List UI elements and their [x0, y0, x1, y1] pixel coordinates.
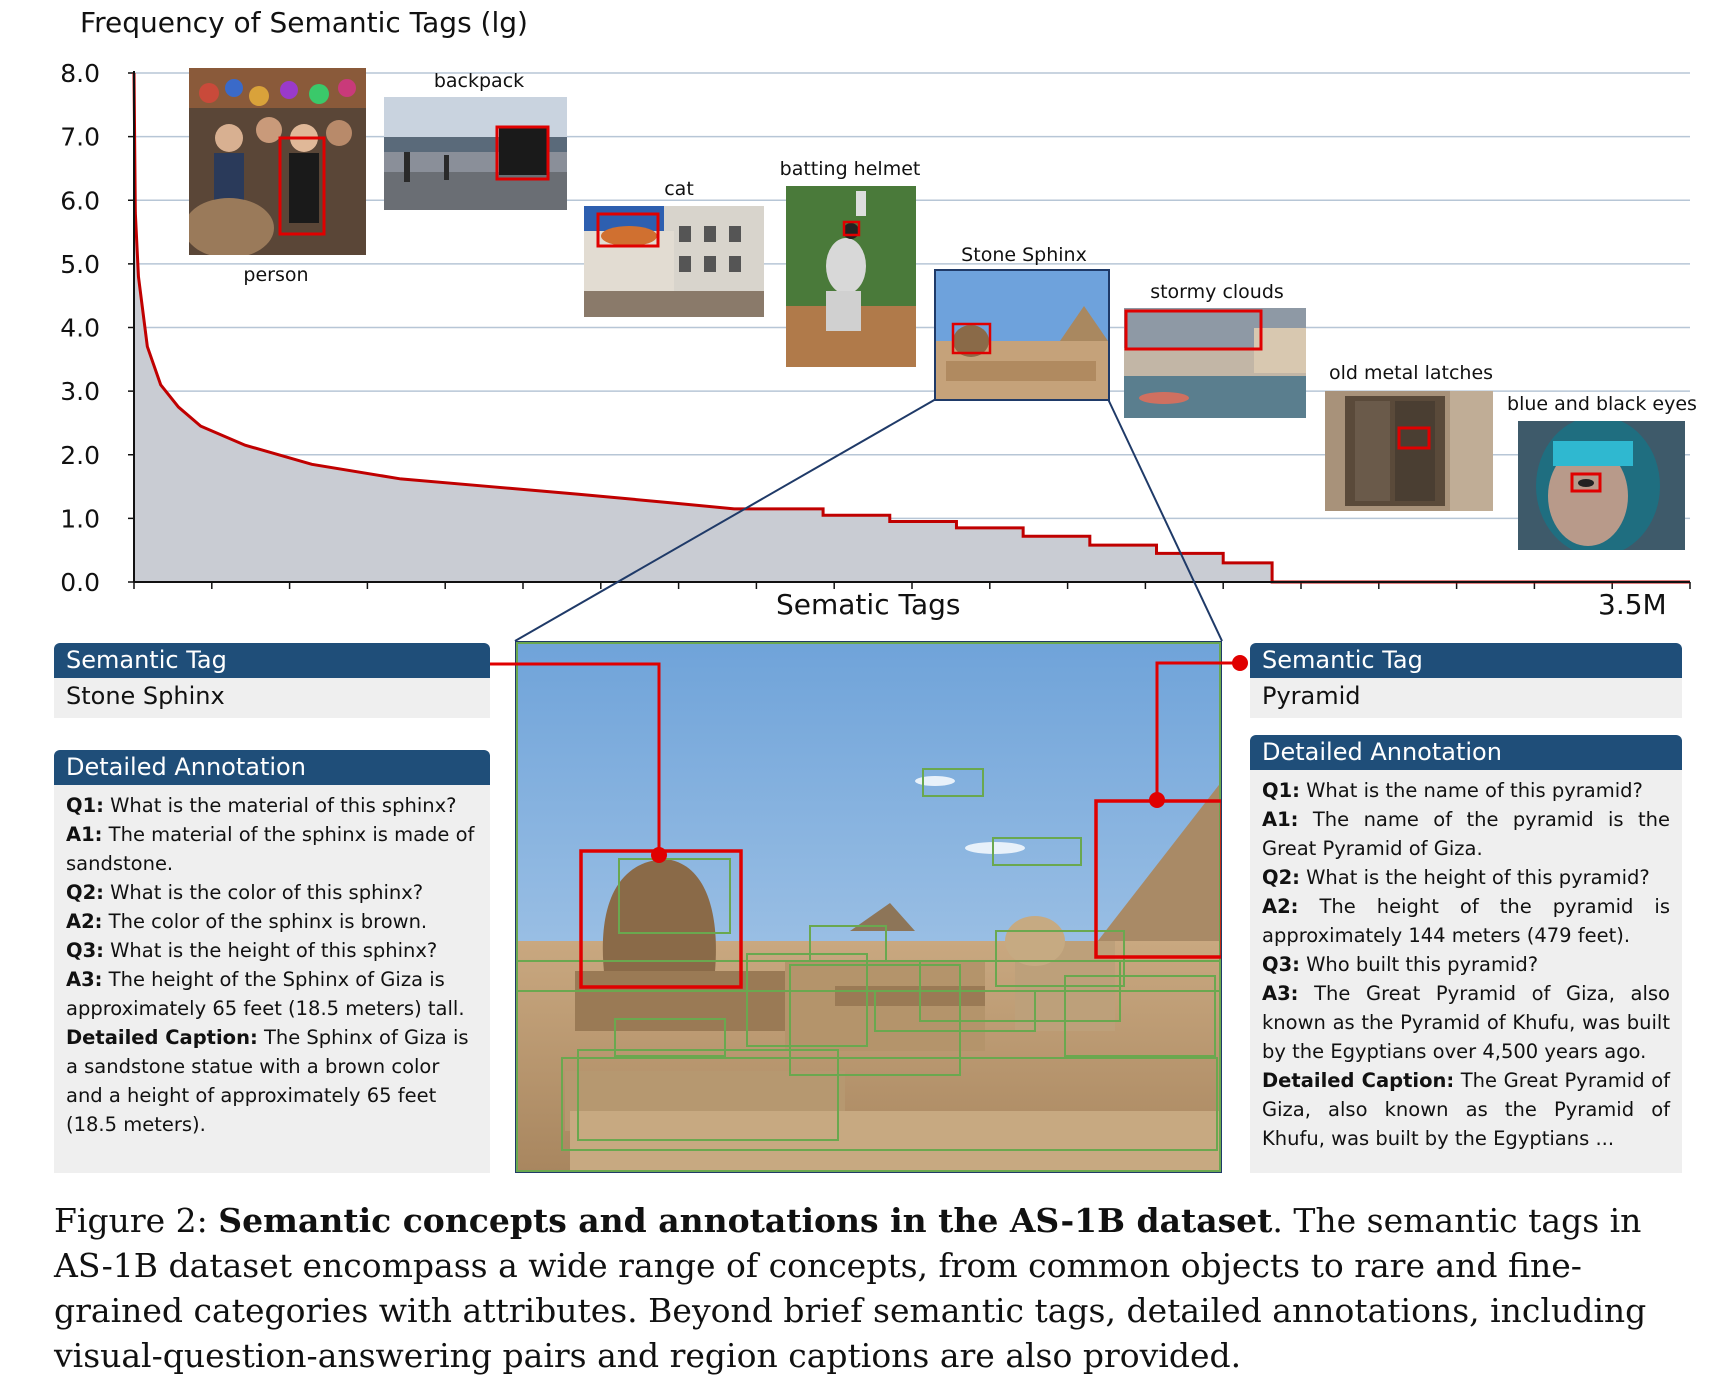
y-tick-label: 5.0	[60, 250, 100, 279]
right-qa-key: A2:	[1262, 895, 1299, 918]
left-qa-item: Q3: What is the height of this sphinx?	[66, 936, 478, 965]
right-qa-key: Q3:	[1262, 953, 1300, 976]
main-annotated-photo	[515, 641, 1222, 1173]
right-annotation-header: Detailed Annotation	[1250, 735, 1682, 770]
right-qa-key: A1:	[1262, 808, 1299, 831]
zoom-connector-lines	[514, 398, 1223, 642]
y-tick-label: 3.0	[60, 377, 100, 406]
figure-caption: Figure 2: Semantic concepts and annotati…	[54, 1198, 1684, 1378]
y-axis-label: Frequency of Semantic Tags (lg)	[80, 6, 528, 39]
right-qa-key: Detailed Caption:	[1262, 1069, 1455, 1092]
caption-prefix: Figure 2:	[54, 1201, 219, 1240]
left-qa-text: The Sphinx of Giza is a sandstone statue…	[66, 1026, 469, 1136]
y-tick-label: 8.0	[60, 59, 100, 88]
right-qa-text: The height of the pyramid is approximate…	[1262, 895, 1670, 947]
area-fill	[134, 73, 1690, 582]
left-qa-item: A1: The material of the sphinx is made o…	[66, 820, 478, 878]
example-image-person	[189, 68, 366, 255]
example-label-blue-and-black-eyes: blue and black eyes	[1507, 393, 1697, 415]
left-qa-item: Q1: What is the material of this sphinx?	[66, 791, 478, 820]
right-tag-header: Semantic Tag	[1250, 643, 1682, 678]
left-qa-item: A3: The height of the Sphinx of Giza is …	[66, 965, 478, 1023]
x-axis-end-label: 3.5M	[1598, 588, 1667, 621]
left-qa-key: A2:	[66, 910, 103, 933]
left-qa-list: Q1: What is the material of this sphinx?…	[54, 785, 490, 1145]
right-qa-text: The Great Pyramid of Giza, also known as…	[1262, 982, 1670, 1063]
left-qa-key: A3:	[66, 968, 103, 991]
right-qa-text: What is the height of this pyramid?	[1299, 866, 1650, 889]
right-qa-item: A2: The height of the pyramid is approxi…	[1262, 892, 1670, 950]
example-label-person: person	[243, 264, 309, 286]
example-label-old-metal-latches: old metal latches	[1328, 362, 1494, 384]
example-image-blue-and-black-eyes	[1518, 421, 1685, 550]
y-tick-label: 1.0	[60, 504, 100, 533]
right-qa-key: Q2:	[1262, 866, 1300, 889]
right-annotation-box: Q1: What is the name of this pyramid? A1:…	[1250, 770, 1682, 1173]
left-tag-header: Semantic Tag	[54, 643, 490, 678]
right-qa-text: What is the name of this pyramid?	[1299, 779, 1643, 802]
left-qa-key: Q1:	[66, 794, 104, 817]
left-qa-item: Q2: What is the color of this sphinx?	[66, 878, 478, 907]
example-label-stone-sphinx: Stone Sphinx	[961, 244, 1087, 266]
left-qa-item: Detailed Caption: The Sphinx of Giza is …	[66, 1023, 478, 1139]
example-label-stormy-clouds: stormy clouds	[1150, 281, 1284, 303]
right-qa-text: The name of the pyramid is the Great Pyr…	[1262, 808, 1670, 860]
right-qa-item: A1: The name of the pyramid is the Great…	[1262, 805, 1670, 863]
y-tick-label: 0.0	[60, 568, 100, 597]
example-image-cat	[584, 206, 764, 317]
right-qa-list: Q1: What is the name of this pyramid? A1:…	[1250, 770, 1682, 1159]
left-qa-text: The color of the sphinx is brown.	[102, 910, 428, 933]
example-label-backpack: backpack	[433, 70, 525, 92]
example-image-stone-sphinx	[934, 269, 1110, 401]
example-label-cat: cat	[664, 178, 694, 200]
y-tick-label: 7.0	[60, 123, 100, 152]
right-qa-text: Who built this pyramid?	[1299, 953, 1539, 976]
right-qa-key: Q1:	[1262, 779, 1300, 802]
left-qa-text: What is the height of this sphinx?	[103, 939, 438, 962]
left-annotation-header: Detailed Annotation	[54, 750, 490, 785]
left-qa-item: A2: The color of the sphinx is brown.	[66, 907, 478, 936]
example-image-batting-helmet	[786, 186, 916, 367]
series-line	[132, 72, 1690, 584]
y-tick-label: 2.0	[60, 441, 100, 470]
caption-body: . The semantic tags in AS-1B dataset enc…	[54, 1201, 1647, 1375]
left-tag-box: Stone Sphinx	[54, 678, 490, 718]
main-photo-frame	[515, 641, 1222, 1173]
example-image-old-metal-latches	[1325, 391, 1493, 511]
left-qa-text: The height of the Sphinx of Giza is appr…	[66, 968, 465, 1020]
example-label-batting-helmet: batting helmet	[779, 158, 921, 180]
right-qa-text: The Great Pyramid of Giza, also known as…	[1262, 1069, 1670, 1150]
right-qa-key: A3:	[1262, 982, 1299, 1005]
right-qa-item: Q3: Who built this pyramid?	[1262, 950, 1670, 979]
left-annotation-box: Q1: What is the material of this sphinx?…	[54, 785, 490, 1173]
left-qa-text: What is the color of this sphinx?	[103, 881, 424, 904]
example-image-backpack	[384, 97, 567, 210]
right-qa-item: A3: The Great Pyramid of Giza, also know…	[1262, 979, 1670, 1066]
left-qa-text: What is the material of this sphinx?	[103, 794, 457, 817]
y-tick-label: 4.0	[60, 314, 100, 343]
left-qa-key: Q3:	[66, 939, 104, 962]
caption-title: Semantic concepts and annotations in the…	[218, 1201, 1273, 1240]
left-tag-value: Stone Sphinx	[66, 682, 225, 710]
right-qa-item: Detailed Caption: The Great Pyramid of G…	[1262, 1066, 1670, 1153]
left-qa-key: Q2:	[66, 881, 104, 904]
left-qa-key: Detailed Caption:	[66, 1026, 258, 1049]
right-qa-item: Q2: What is the height of this pyramid?	[1262, 863, 1670, 892]
right-tag-box: Pyramid	[1250, 678, 1682, 718]
left-qa-text: The material of the sphinx is made of sa…	[66, 823, 475, 875]
right-qa-item: Q1: What is the name of this pyramid?	[1262, 776, 1670, 805]
x-axis-label: Sematic Tags	[776, 588, 961, 621]
example-image-stormy-clouds	[1124, 308, 1306, 418]
right-tag-value: Pyramid	[1262, 682, 1361, 710]
left-qa-key: A1:	[66, 823, 103, 846]
y-tick-label: 6.0	[60, 186, 100, 215]
